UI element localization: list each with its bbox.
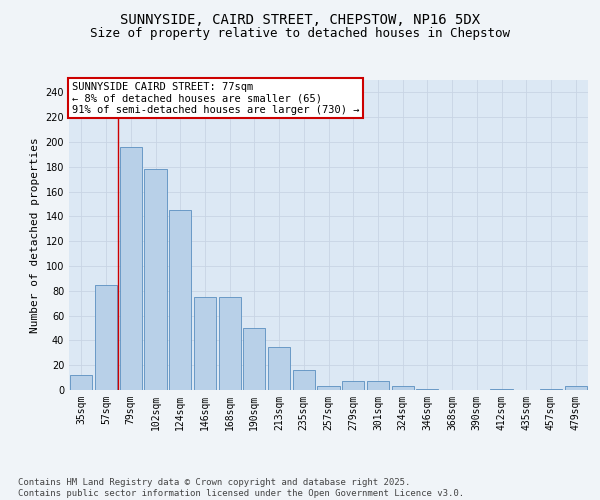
- Bar: [243, 328, 265, 390]
- Text: SUNNYSIDE, CAIRD STREET, CHEPSTOW, NP16 5DX: SUNNYSIDE, CAIRD STREET, CHEPSTOW, NP16 …: [120, 12, 480, 26]
- Bar: [317, 386, 340, 390]
- Text: Size of property relative to detached houses in Chepstow: Size of property relative to detached ho…: [90, 28, 510, 40]
- Bar: [367, 382, 389, 390]
- Bar: [392, 386, 414, 390]
- Bar: [169, 210, 191, 390]
- Bar: [145, 170, 167, 390]
- Bar: [194, 297, 216, 390]
- Text: SUNNYSIDE CAIRD STREET: 77sqm
← 8% of detached houses are smaller (65)
91% of se: SUNNYSIDE CAIRD STREET: 77sqm ← 8% of de…: [71, 82, 359, 115]
- Bar: [218, 297, 241, 390]
- Y-axis label: Number of detached properties: Number of detached properties: [30, 137, 40, 333]
- Bar: [95, 284, 117, 390]
- Bar: [565, 386, 587, 390]
- Bar: [293, 370, 315, 390]
- Bar: [70, 375, 92, 390]
- Text: Contains HM Land Registry data © Crown copyright and database right 2025.
Contai: Contains HM Land Registry data © Crown c…: [18, 478, 464, 498]
- Bar: [416, 389, 439, 390]
- Bar: [490, 389, 512, 390]
- Bar: [119, 147, 142, 390]
- Bar: [268, 346, 290, 390]
- Bar: [342, 382, 364, 390]
- Bar: [540, 389, 562, 390]
